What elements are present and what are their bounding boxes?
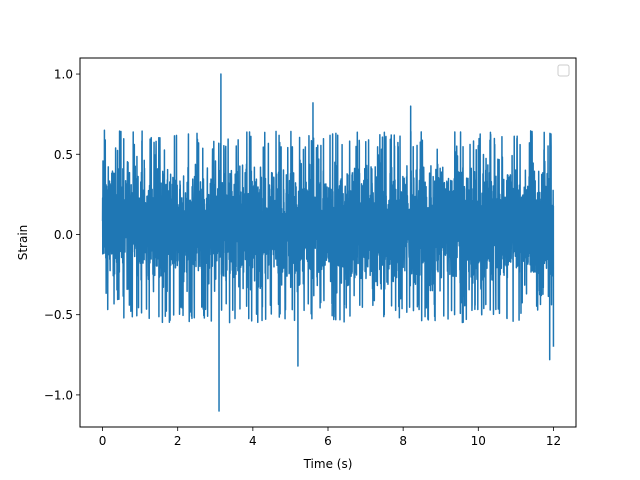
y-tick-label: −1.0 bbox=[44, 388, 73, 402]
x-tick-label: 6 bbox=[324, 434, 332, 448]
x-tick-label: 0 bbox=[99, 434, 107, 448]
y-tick-label: 0.5 bbox=[54, 148, 73, 162]
axis-ticks: 0 2 4 6 8 10 12 −1.0 −0.5 0.0 0.5 1.0 bbox=[44, 68, 561, 448]
series-layer bbox=[101, 73, 555, 412]
x-tick-label: 10 bbox=[471, 434, 486, 448]
x-tick-label: 12 bbox=[546, 434, 561, 448]
y-tick-label: 1.0 bbox=[54, 68, 73, 82]
strain-series-line bbox=[101, 73, 555, 412]
x-tick-label: 4 bbox=[249, 434, 257, 448]
x-tick-label: 2 bbox=[174, 434, 182, 448]
y-tick-label: −0.5 bbox=[44, 308, 73, 322]
x-axis-label: Time (s) bbox=[303, 457, 353, 471]
y-axis-label: Strain bbox=[16, 225, 30, 261]
legend-box bbox=[557, 64, 570, 77]
y-tick-label: 0.0 bbox=[54, 228, 73, 242]
legend bbox=[557, 64, 570, 77]
x-tick-label: 8 bbox=[399, 434, 407, 448]
